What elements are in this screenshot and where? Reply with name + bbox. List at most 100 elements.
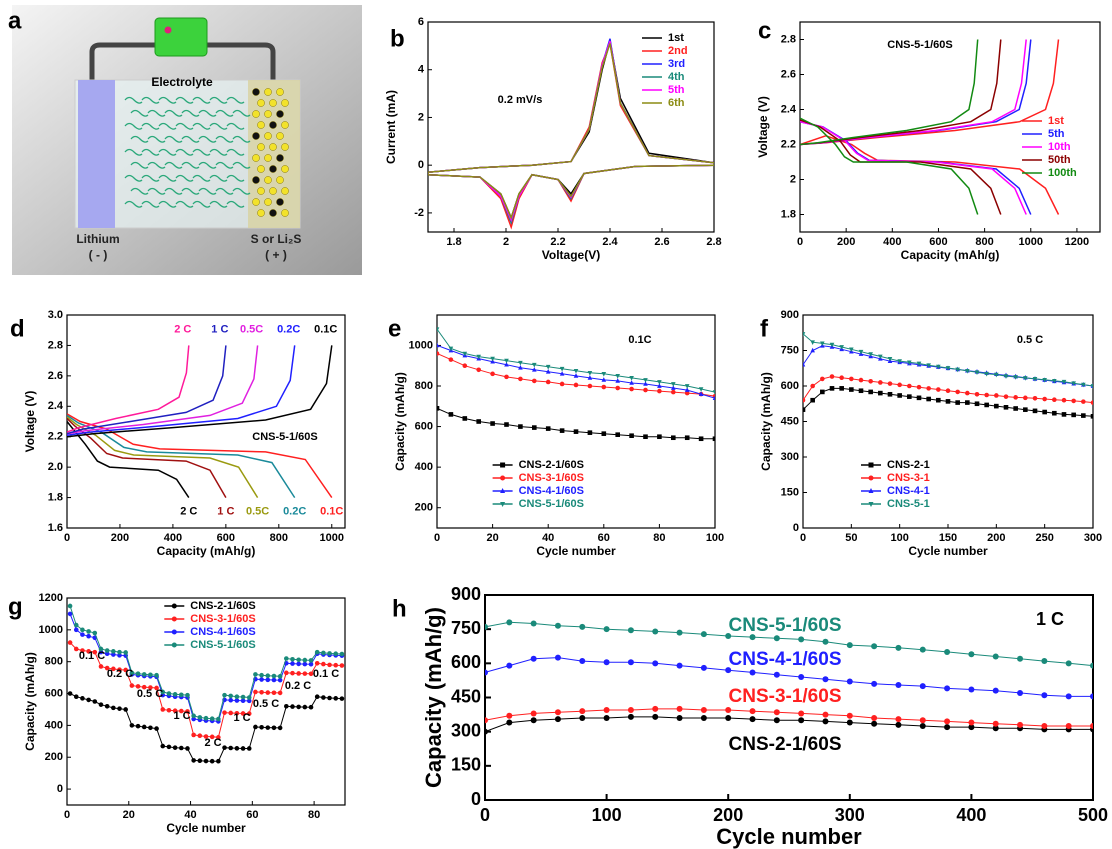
marker: [1032, 377, 1038, 382]
marker: [846, 642, 853, 649]
x-tick-label: 400: [883, 236, 901, 248]
marker: [117, 667, 122, 672]
ink-squiggle: [147, 135, 166, 143]
marker: [897, 382, 902, 388]
y-tick-label: 2: [790, 173, 796, 185]
marker: [327, 695, 332, 701]
marker: [530, 710, 537, 717]
marker: [148, 685, 153, 690]
marker: [123, 650, 128, 655]
marker: [895, 716, 902, 723]
marker: [308, 704, 314, 710]
marker: [160, 692, 166, 698]
marker: [171, 629, 177, 635]
legend: CNS-2-1/60SCNS-3-1/60SCNS-4-1/60SCNS-5-1…: [164, 600, 256, 651]
marker: [271, 690, 277, 696]
marker: [798, 636, 805, 643]
x-tick-label: 200: [111, 532, 129, 544]
series-line: [67, 345, 190, 433]
x-tick-label: 2: [503, 236, 509, 248]
marker: [652, 660, 659, 667]
series-connector: [485, 621, 1093, 667]
marker: [992, 653, 999, 660]
marker: [117, 706, 122, 711]
marker: [944, 648, 951, 655]
plot-frame: [799, 21, 1101, 233]
marker: [725, 667, 732, 674]
annotation: CNS-5-1/60S: [252, 431, 317, 443]
marker: [490, 356, 495, 362]
marker: [86, 633, 91, 639]
marker: [154, 672, 159, 678]
marker: [476, 419, 481, 424]
plot-area: [800, 39, 1060, 215]
marker: [246, 698, 252, 704]
marker: [1061, 397, 1067, 403]
marker: [615, 378, 620, 383]
marker: [500, 475, 506, 481]
x-tick-label: 50: [845, 532, 857, 544]
y-axis-label: Capacity (mAh/g): [759, 372, 773, 471]
marker: [878, 380, 883, 385]
marker: [222, 745, 227, 750]
marker: [80, 648, 85, 653]
marker: [1071, 412, 1076, 418]
marker: [234, 746, 240, 751]
marker: [321, 650, 326, 656]
marker: [897, 359, 902, 364]
ink-squiggle: [209, 200, 228, 208]
ink-squiggle: [232, 109, 251, 117]
ink-squiggle: [192, 96, 211, 104]
series-label: 0.1C: [314, 323, 337, 335]
ink-squiggle: [198, 135, 217, 143]
marker: [839, 345, 844, 350]
y-tick-label: 750: [781, 344, 799, 356]
marker: [197, 733, 203, 739]
legend-label: 10th: [1048, 141, 1071, 153]
marker: [1052, 410, 1057, 416]
x-tick-label: 100: [706, 532, 724, 544]
y-tick-label: 6: [418, 16, 424, 28]
marker: [829, 342, 835, 348]
legend-label: 2nd: [668, 45, 688, 57]
series-line: [67, 413, 333, 499]
y-axis-label: Voltage (V): [756, 96, 770, 158]
y-tick-label: 2: [418, 111, 424, 123]
panel-label: g: [8, 593, 23, 620]
wire: [89, 42, 276, 80]
y-tick-label: 4: [418, 64, 425, 76]
x-tick-label: 400: [956, 805, 986, 825]
marker: [573, 429, 579, 434]
marker: [545, 426, 551, 431]
y-tick-label: 1000: [409, 339, 433, 351]
marker: [926, 363, 931, 368]
marker: [700, 631, 707, 638]
marker: [657, 434, 662, 440]
marker: [185, 746, 190, 751]
marker: [222, 692, 227, 698]
marker: [657, 380, 662, 385]
marker: [965, 390, 970, 396]
series-label: CNS-5-1/60S: [729, 615, 842, 636]
marker: [240, 746, 246, 751]
y-tick-label: 0: [57, 783, 63, 795]
marker: [308, 658, 314, 663]
ink-squiggle: [181, 161, 200, 169]
ink-squiggle: [232, 187, 251, 195]
marker: [123, 707, 128, 712]
marker: [290, 657, 295, 662]
y-tick-label: 900: [781, 309, 799, 321]
marker: [1042, 396, 1047, 402]
marker: [822, 638, 829, 645]
ink-squiggle: [181, 135, 200, 143]
legend: CNS-2-1/60SCNS-3-1/60SCNS-4-1/60SCNS-5-1…: [492, 459, 584, 510]
marker: [1023, 395, 1028, 401]
marker: [712, 395, 715, 401]
legend-label: CNS-4-1/60S: [190, 626, 255, 638]
marker: [171, 642, 177, 648]
marker: [1052, 378, 1057, 384]
legend-label: 5th: [668, 84, 685, 96]
marker: [117, 649, 122, 655]
marker: [216, 716, 221, 722]
